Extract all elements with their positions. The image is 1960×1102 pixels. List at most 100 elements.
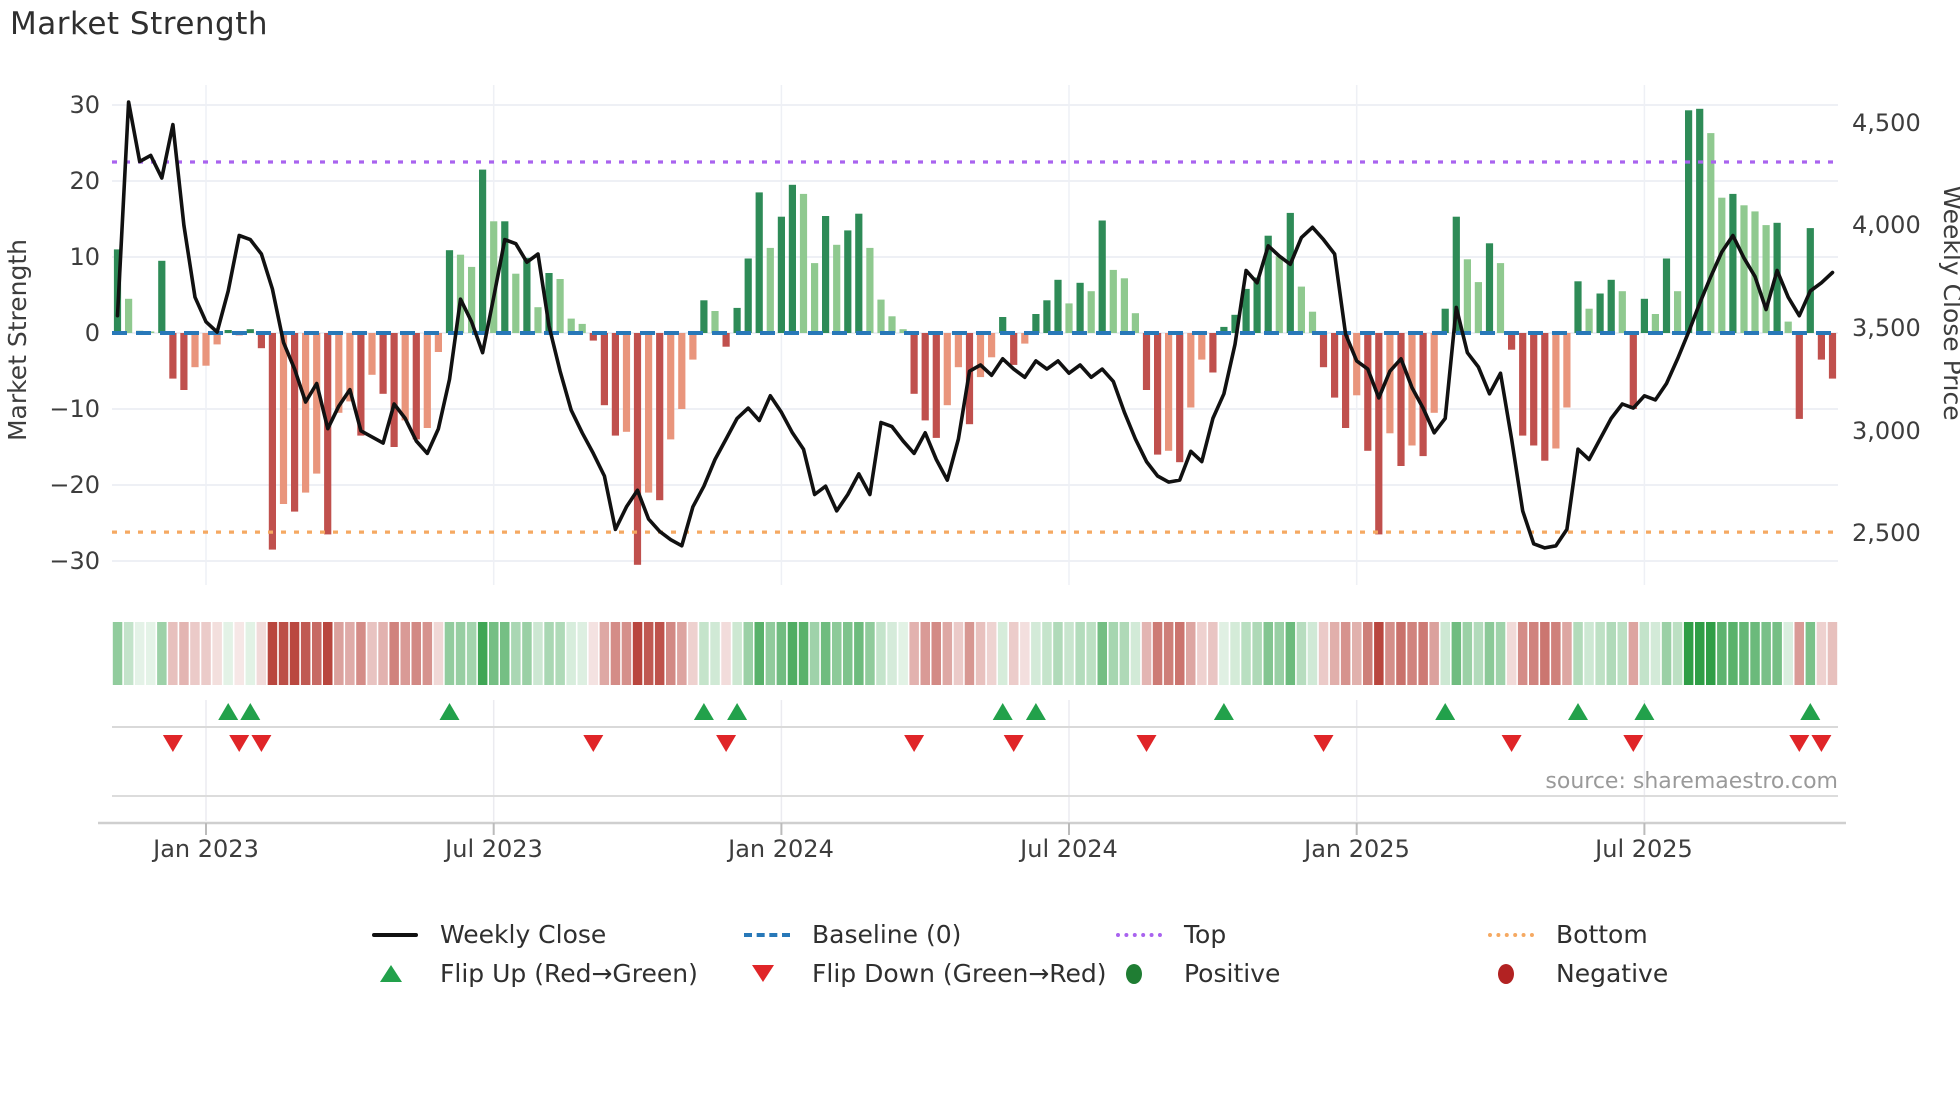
heatmap-cell xyxy=(1119,622,1130,685)
heatmap-cell xyxy=(920,622,930,685)
strength-bar xyxy=(1530,333,1538,446)
strength-bar xyxy=(1508,333,1516,350)
heatmap-cell xyxy=(1307,622,1318,685)
strength-bar xyxy=(1795,333,1803,419)
heatmap-cell xyxy=(201,622,211,685)
heatmap-cell xyxy=(168,622,178,685)
flip-down-marker xyxy=(162,735,183,752)
heatmap-cell xyxy=(1296,622,1307,685)
strength-bar xyxy=(1696,108,1704,333)
heatmap-cell xyxy=(356,622,366,685)
strength-bar xyxy=(1253,277,1261,333)
heatmap-cell xyxy=(1274,622,1284,685)
strength-bar xyxy=(611,333,619,436)
right-tick-2500: 2,500 xyxy=(1852,519,1921,547)
heatmap-cell xyxy=(1152,622,1163,685)
strength-bar xyxy=(656,333,664,501)
source-credit: source: sharemaestro.com xyxy=(1545,769,1838,794)
heatmap-cell xyxy=(1329,622,1340,685)
strength-bar xyxy=(1120,278,1128,333)
heatmap-cell xyxy=(1739,622,1749,685)
heatmap-cell xyxy=(1108,622,1119,685)
heatmap-cell xyxy=(245,622,256,685)
heatmap-cell xyxy=(112,622,123,685)
heatmap-cell xyxy=(533,622,543,685)
heatmap-cell xyxy=(820,622,831,685)
strength-bar xyxy=(622,333,631,432)
heatmap-cell xyxy=(1562,622,1572,685)
page-title: Market Strength xyxy=(10,6,269,42)
heatmap-cell xyxy=(1661,622,1672,685)
strength-bar xyxy=(445,250,454,333)
heatmap-cell xyxy=(157,622,167,685)
strength-bar xyxy=(1187,333,1195,408)
strength-bar xyxy=(1563,333,1571,408)
heatmap-cell xyxy=(721,622,731,685)
x-tick-jul-2025: Jul 2025 xyxy=(1593,835,1693,863)
heatmap-cell xyxy=(1650,622,1661,685)
heatmap-cell xyxy=(643,622,654,685)
heatmap-cell xyxy=(256,622,267,685)
flip-up-marker xyxy=(439,703,460,720)
legend-item-positive: Positive xyxy=(1116,959,1488,988)
heatmap-cell xyxy=(1495,622,1506,685)
left-tick-20: 20 xyxy=(69,167,100,195)
heatmap-cell xyxy=(876,622,886,685)
heatmap-cell xyxy=(743,622,753,685)
strength-bar xyxy=(943,333,951,406)
x-tick-jul-2023: Jul 2023 xyxy=(443,835,543,863)
strength-bar xyxy=(1585,308,1593,333)
heatmap-cell xyxy=(1241,622,1251,685)
strength-bar xyxy=(490,221,498,333)
heatmap-cell xyxy=(1186,622,1196,685)
strength-bar xyxy=(711,311,719,333)
legend-row-2: Flip Up (Red→Green) Flip Down (Green→Red… xyxy=(0,959,1960,988)
heatmap-cell xyxy=(544,622,554,685)
strength-bar xyxy=(1452,216,1460,333)
legend-item-bottom: Bottom xyxy=(1488,920,1860,949)
strength-bar xyxy=(246,329,254,333)
heatmap-cell xyxy=(1042,622,1052,685)
heatmap-cell xyxy=(1805,622,1816,685)
legend-row-1: Weekly Close Baseline (0) Top Bottom xyxy=(0,920,1960,949)
strength-bar xyxy=(822,216,830,333)
heatmap-cell xyxy=(1285,622,1296,685)
heatmap-cell xyxy=(312,622,322,685)
flip-down-marker xyxy=(904,735,925,752)
heatmap-cell xyxy=(986,622,997,685)
strength-bar xyxy=(1474,282,1482,333)
heatmap-cell xyxy=(610,622,621,685)
strength-bar xyxy=(1065,303,1073,333)
heatmap-cell xyxy=(1318,622,1329,685)
market-strength-chart: 30 20 10 0 −10 −20 −30 4,500 4,000 3,500… xyxy=(3,85,1960,863)
heatmap-cell xyxy=(621,622,632,685)
strength-bar xyxy=(1342,333,1350,428)
heatmap-cell xyxy=(278,622,289,685)
strength-bar xyxy=(1209,333,1217,373)
strength-bar xyxy=(302,333,310,493)
heatmap-cell xyxy=(1639,622,1650,685)
strength-bar xyxy=(479,169,487,333)
legend-item-negative: Negative xyxy=(1488,959,1860,988)
strength-bar xyxy=(788,184,796,333)
heatmap-cell xyxy=(1064,622,1074,685)
right-tick-4500: 4,500 xyxy=(1852,109,1921,137)
positive-dot-icon xyxy=(1116,963,1174,984)
strength-bar xyxy=(910,333,918,394)
strength-bar xyxy=(512,273,520,333)
flip-down-marker xyxy=(229,735,250,752)
strength-bar xyxy=(412,333,420,440)
heatmap-cell xyxy=(511,622,521,685)
strength-bar xyxy=(1828,333,1837,379)
strength-bar xyxy=(1308,311,1317,333)
strength-bar xyxy=(744,258,752,333)
heatmap-cell xyxy=(1772,622,1782,685)
heatmap-cell xyxy=(798,622,809,685)
flip-up-marker xyxy=(693,703,714,720)
flip-up-marker xyxy=(1435,703,1456,720)
strength-bar xyxy=(1607,279,1615,333)
heatmap-cell xyxy=(190,622,200,685)
heatmap-cell xyxy=(146,622,156,685)
heatmap-cell xyxy=(1340,622,1351,685)
left-tick-0: 0 xyxy=(85,319,100,347)
